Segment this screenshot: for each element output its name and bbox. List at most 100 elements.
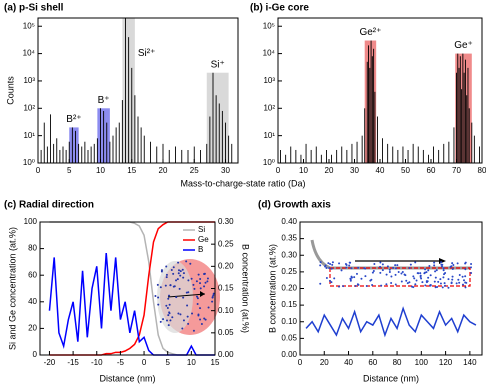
inset-atom — [458, 282, 460, 284]
inset-atom — [171, 316, 173, 318]
plot-frame — [278, 18, 482, 163]
inset-atom — [395, 274, 397, 276]
inset-atom — [371, 284, 373, 286]
x-tick-label: 15 — [127, 166, 136, 175]
inset-atom — [160, 286, 162, 288]
inset-atom — [193, 288, 195, 290]
inset-atom — [387, 265, 389, 267]
y-tick-label: 0.05 — [281, 333, 297, 342]
inset-atom — [452, 268, 454, 270]
inset-atom — [187, 323, 189, 325]
x-tick-label: 25 — [190, 166, 199, 175]
inset-atom — [166, 274, 168, 276]
x-tick-label: 10 — [299, 166, 308, 175]
y-tick-label: 60 — [28, 270, 37, 279]
y-tick-label: 10⁰ — [23, 158, 35, 167]
inset-atom — [464, 281, 466, 283]
inset-atom — [346, 264, 348, 266]
inset-atom — [350, 267, 352, 269]
inset-atom — [412, 275, 414, 277]
y-axis-label: Si and Ge concentration (at.%) — [7, 227, 17, 350]
inset-atom — [416, 279, 418, 281]
inset-atom — [441, 265, 443, 267]
y-tick-label: 10⁴ — [263, 49, 276, 58]
x-tick-label: -20 — [44, 358, 56, 367]
inset-atom — [404, 273, 406, 275]
inset-atom — [341, 269, 343, 271]
inset-atom — [463, 279, 465, 281]
inset-atom — [171, 269, 173, 271]
inset-atom — [424, 268, 426, 270]
inset-atom — [196, 280, 198, 282]
inset-atom — [191, 313, 193, 315]
inset-atom — [182, 269, 184, 271]
inset-atom — [382, 269, 384, 271]
inset-atom — [177, 312, 179, 314]
inset-atom — [459, 274, 461, 276]
inset-atom — [199, 307, 201, 309]
inset-atom — [168, 324, 170, 326]
inset-atom — [394, 264, 396, 266]
x-tick-label: 5 — [67, 166, 72, 175]
y2-tick-label: 0.20 — [218, 261, 234, 270]
inset-atom — [178, 272, 180, 274]
inset-atom — [464, 262, 466, 264]
inset-atom — [178, 269, 180, 271]
x-tick-label: -5 — [117, 358, 125, 367]
y2-tick-label: 0.05 — [218, 328, 234, 337]
inset-atom — [464, 286, 466, 288]
inset-atom — [191, 278, 193, 280]
inset-atom — [400, 273, 402, 275]
peak-label: Ge²⁺ — [359, 27, 381, 38]
y-tick-label: 10⁵ — [23, 21, 35, 30]
inset-atom — [162, 318, 164, 320]
inset-atom — [389, 271, 391, 273]
x-tick-label: -10 — [91, 358, 103, 367]
legend-label: B — [198, 245, 203, 254]
inset-atom — [379, 262, 381, 264]
panel-title: (d) Growth axis — [258, 200, 331, 211]
peak-label: B⁺ — [98, 95, 110, 106]
inset-atom — [327, 262, 329, 264]
inset-atom — [421, 281, 423, 283]
inset-atom — [382, 263, 384, 265]
inset-atom — [427, 277, 429, 279]
y2-tick-label: 0.15 — [218, 284, 234, 293]
inset-atom — [179, 288, 181, 290]
inset-atom — [205, 319, 207, 321]
inset-atom — [349, 278, 351, 280]
inset-atom — [414, 261, 416, 263]
inset-atom — [356, 273, 358, 275]
y-tick-label: 0.25 — [281, 267, 297, 276]
inset-atom — [430, 285, 432, 287]
inset-atom — [398, 271, 400, 273]
inset-growth — [312, 240, 470, 286]
y-tick-label: 10³ — [263, 76, 275, 85]
x-tick-label: 30 — [350, 166, 359, 175]
inset-atom — [177, 278, 179, 280]
inset-atom — [435, 286, 437, 288]
inset-atom — [212, 297, 214, 299]
x-axis-label: Distance (nm) — [99, 373, 155, 383]
inset-atom — [345, 267, 347, 269]
y2-axis-label: B concentration (at.%) — [241, 244, 251, 333]
inset-atom — [157, 296, 159, 298]
inset-atom — [331, 268, 333, 270]
inset-atom — [193, 330, 195, 332]
y-tick-label: 0.30 — [281, 250, 297, 259]
inset-atom — [428, 265, 430, 267]
inset-atom — [332, 261, 334, 263]
inset-atom — [443, 273, 445, 275]
y2-tick-label: 0.25 — [218, 239, 234, 248]
inset-atom — [324, 265, 326, 267]
x-tick-label: 40 — [344, 358, 353, 367]
legend-label: Si — [198, 225, 205, 234]
inset-atom — [187, 279, 189, 281]
y-tick-label: 10⁴ — [23, 49, 36, 58]
inset-atom — [447, 278, 449, 280]
inset-atom — [434, 270, 436, 272]
inset-atom — [470, 272, 472, 274]
inset-atom — [366, 285, 368, 287]
peak-label: B²⁺ — [66, 114, 81, 125]
inset-atom — [181, 328, 183, 330]
